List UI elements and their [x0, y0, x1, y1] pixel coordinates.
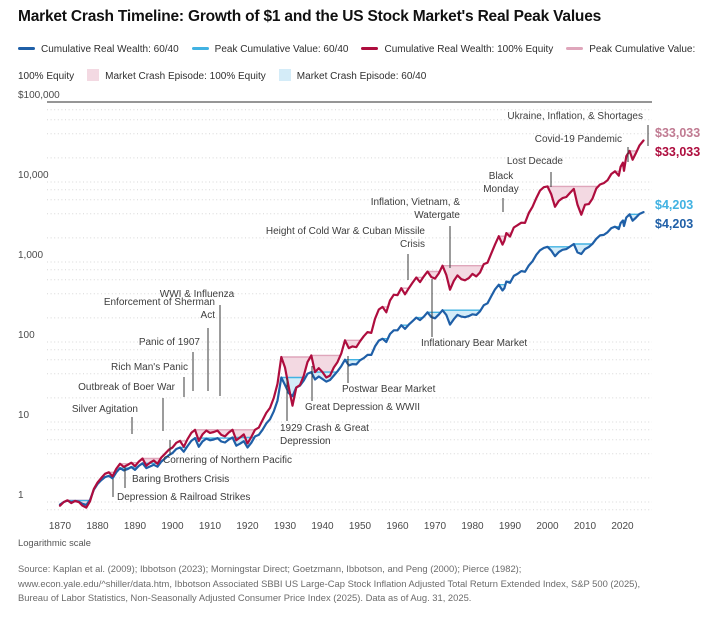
crash-episode-shade	[547, 186, 599, 215]
log-scale-note: Logarithmic scale	[18, 537, 91, 548]
y-axis-label: 10,000	[18, 170, 49, 181]
source-line: www.econ.yale.edu/^shiller/data.htm, Ibb…	[18, 577, 641, 589]
legend-item: Peak Cumulative Value: 100% Equity	[18, 44, 695, 82]
x-axis-label: 1940	[311, 521, 334, 532]
crash-episode-shade	[195, 429, 233, 441]
legend-item: Cumulative Real Wealth: 60/40	[18, 44, 179, 55]
x-axis-label: 1930	[274, 521, 297, 532]
y-axis-label: 1,000	[18, 250, 43, 261]
x-axis-label: 1910	[199, 521, 222, 532]
legend-label: Peak Cumulative Value: 60/40	[214, 44, 349, 55]
legend-label: Peak Cumulative Value: 100% Equity	[18, 44, 696, 82]
legend-item: Cumulative Real Wealth: 100% Equity	[361, 44, 553, 55]
x-axis-label: 1970	[424, 521, 447, 532]
x-axis-label: 1990	[499, 521, 522, 532]
y-axis-label: 10	[18, 410, 30, 421]
x-axis-label: 1890	[124, 521, 147, 532]
legend-label: Market Crash Episode: 100% Equity	[105, 71, 266, 82]
crash-episode-shade	[195, 438, 218, 447]
x-axis-label: 1980	[461, 521, 484, 532]
y-axis-label: 1	[18, 490, 24, 501]
crash-episode-shade	[427, 271, 440, 279]
y-axis-label: 100	[18, 330, 35, 341]
legend-item: Peak Cumulative Value: 60/40	[191, 44, 349, 55]
crash-episode-shade	[442, 265, 483, 290]
wealth-line	[58, 211, 645, 506]
x-axis-label: 1920	[236, 521, 259, 532]
legend-box-swatch	[87, 69, 100, 82]
chart-title: Market Crash Timeline: Growth of $1 and …	[18, 8, 602, 25]
legend-item: Market Crash Episode: 100% Equity	[87, 69, 266, 82]
crash-episode-shade	[427, 312, 441, 319]
x-axis-label: 2010	[574, 521, 597, 532]
legend-line-swatch	[191, 46, 209, 50]
legend-line-swatch	[18, 46, 35, 50]
source-line: Bureau of Labor Statistics, Non-Seasonal…	[18, 592, 472, 603]
legend-label: Cumulative Real Wealth: 100% Equity	[384, 44, 554, 55]
x-axis-label: 2020	[611, 521, 634, 532]
legend-box-swatch	[278, 69, 291, 82]
y-axis-label: $100,000	[18, 90, 60, 101]
x-axis-label: 1900	[161, 521, 184, 532]
legend-label: Market Crash Episode: 60/40	[296, 71, 427, 82]
legend-line-swatch	[566, 46, 584, 50]
legend-label: Cumulative Real Wealth: 60/40	[41, 44, 179, 55]
x-axis-label: 1870	[49, 521, 72, 532]
x-axis-label: 1880	[86, 521, 109, 532]
legend-line-swatch	[361, 46, 379, 50]
x-axis-label: 1950	[349, 521, 372, 532]
x-axis-label: 1960	[386, 521, 409, 532]
x-axis-label: 2000	[536, 521, 559, 532]
legend-item: Market Crash Episode: 60/40	[278, 69, 427, 82]
crash-episode-shade	[311, 355, 341, 378]
chart-legend: Cumulative Real Wealth: 60/40 Peak Cumula…	[18, 36, 721, 90]
wealth-line	[58, 139, 645, 509]
source-line: Source: Kaplan et al. (2009); Ibbotson (…	[18, 563, 522, 574]
source-note: Source: Kaplan et al. (2009); Ibbotson (…	[18, 562, 718, 606]
